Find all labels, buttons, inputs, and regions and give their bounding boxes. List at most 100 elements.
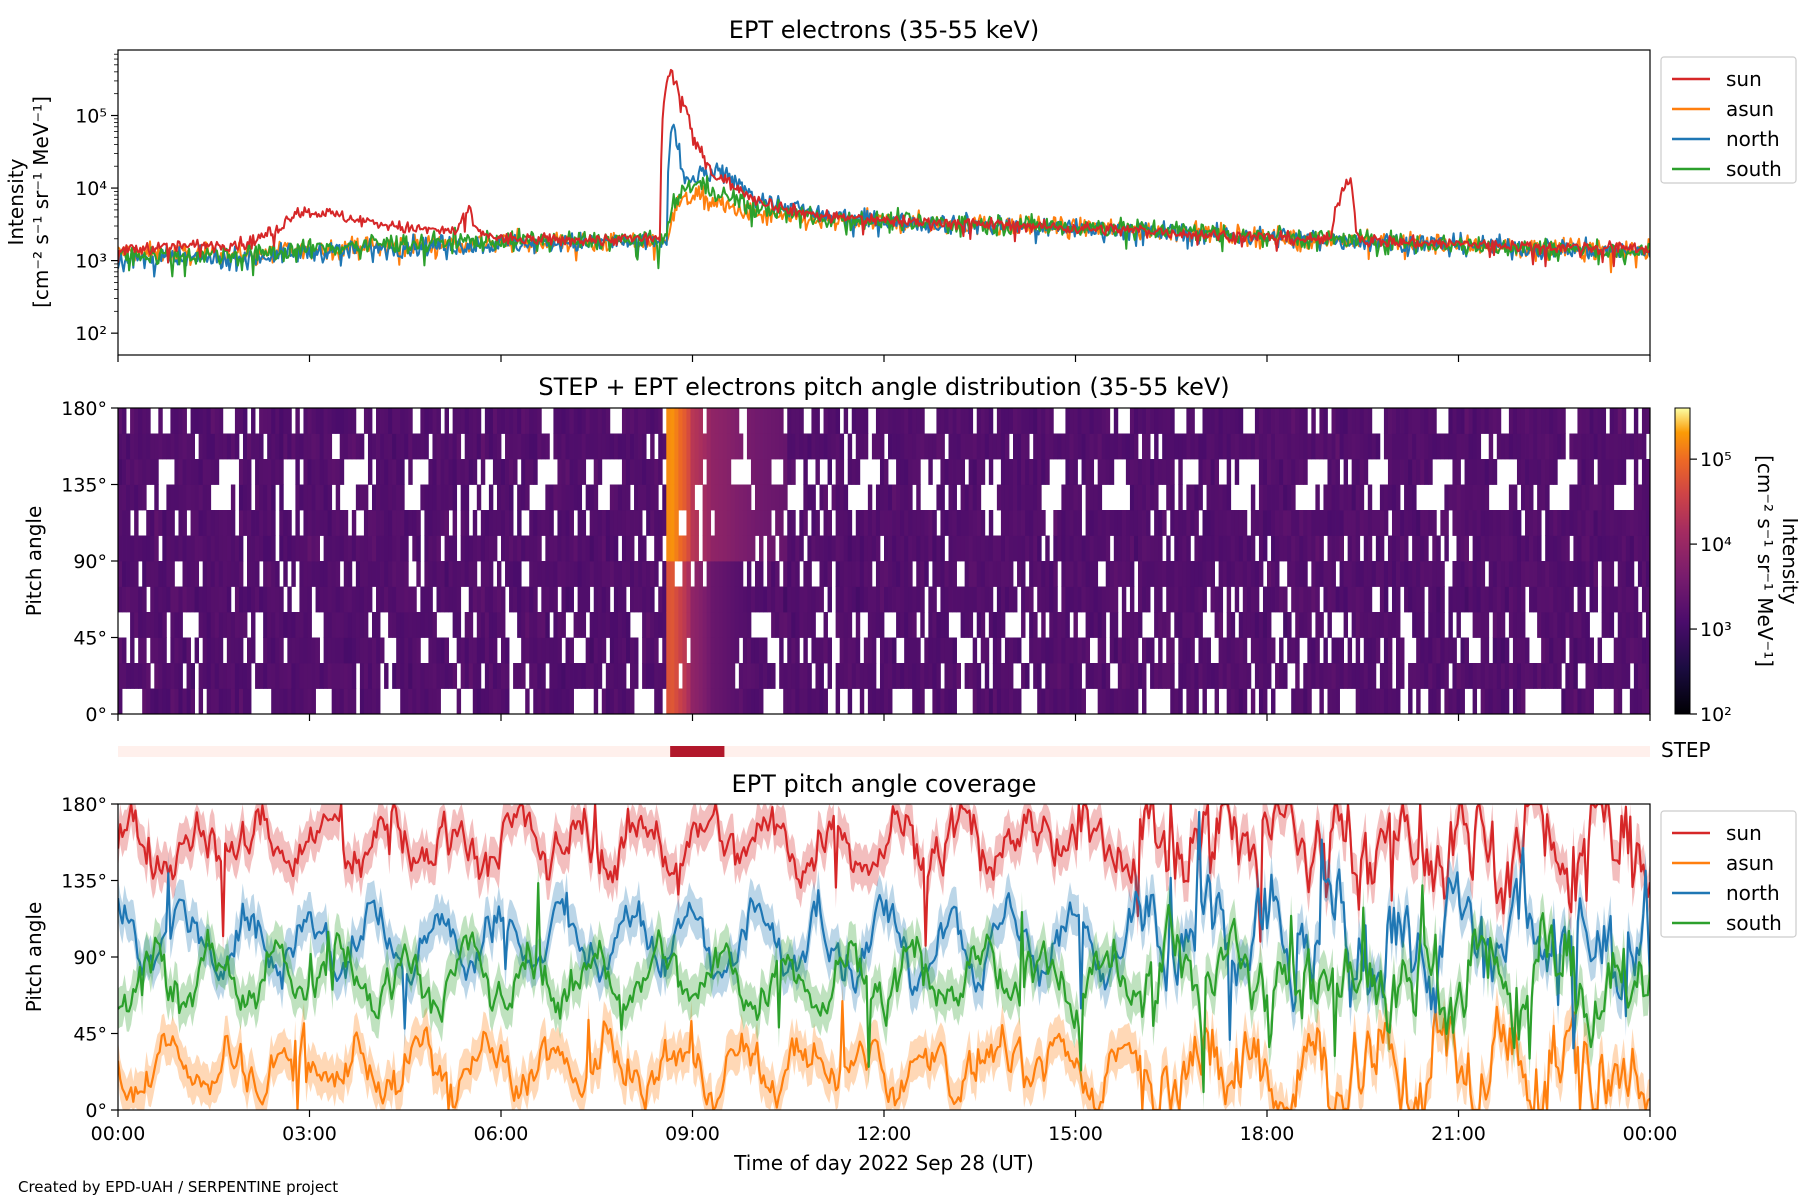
heatmap-cell	[210, 535, 216, 562]
heatmap-cell	[581, 586, 587, 613]
heatmap-cell	[1545, 459, 1550, 485]
heatmap-cell	[1202, 586, 1207, 613]
heatmap-cell	[118, 535, 123, 562]
heatmap-cell	[682, 586, 687, 613]
heatmap-cell	[960, 459, 966, 485]
heatmap-cell	[440, 586, 445, 613]
heatmap-cell	[1516, 459, 1522, 485]
heatmap-cell	[1065, 408, 1070, 434]
heatmap-cell	[335, 612, 341, 638]
heatmap-cell	[170, 688, 175, 714]
heatmap-cell	[1146, 535, 1151, 562]
heatmap-cell	[440, 433, 445, 460]
heatmap-cell	[1170, 561, 1175, 587]
heatmap-cell	[279, 459, 284, 485]
heatmap-cell	[1545, 637, 1550, 664]
heatmap-cell	[476, 586, 482, 613]
heatmap-cell	[392, 433, 397, 460]
heatmap-cell	[1315, 484, 1320, 511]
heatmap-cell	[545, 612, 550, 638]
heatmap-cell	[988, 408, 994, 434]
heatmap-cell	[1593, 586, 1598, 613]
heatmap-cell	[118, 510, 123, 536]
heatmap-cell	[803, 612, 808, 638]
heatmap-cell	[267, 408, 272, 434]
heatmap-cell	[1359, 612, 1365, 638]
heatmap-cell	[1283, 510, 1288, 536]
heatmap-cell	[1569, 688, 1574, 714]
heatmap-cell	[1480, 484, 1486, 511]
heatmap-cell	[1347, 484, 1353, 511]
heatmap-cell	[795, 561, 800, 587]
heatmap-cell	[1041, 586, 1046, 613]
heatmap-cell	[1488, 408, 1494, 434]
heatmap-cell	[815, 510, 820, 536]
heatmap-cell	[750, 688, 756, 714]
heatmap-cell	[682, 459, 687, 485]
heatmap-cell	[759, 408, 764, 434]
heatmap-cell	[1319, 433, 1324, 460]
heatmap-cell	[694, 535, 699, 562]
heatmap-cell	[1609, 561, 1615, 587]
heatmap-cell	[1121, 433, 1127, 460]
heatmap-cell	[920, 688, 925, 714]
heatmap-cell	[1440, 510, 1445, 536]
heatmap-cell	[1121, 510, 1127, 536]
heatmap-cell	[1242, 561, 1248, 587]
heatmap-cell	[331, 459, 337, 485]
heatmap-cell	[464, 510, 470, 536]
heatmap-cell	[283, 408, 288, 434]
heatmap-cell	[1480, 535, 1486, 562]
heatmap-cell	[940, 586, 945, 613]
heatmap-cell	[448, 459, 454, 485]
heatmap-cell	[859, 561, 865, 587]
heatmap-cell	[867, 688, 873, 714]
heatmap-cell	[1436, 535, 1441, 562]
heatmap-cell	[686, 688, 691, 714]
heatmap-cell	[1589, 663, 1594, 689]
heatmap-cell	[593, 586, 599, 613]
heatmap-cell	[1549, 561, 1554, 587]
heatmap-cell	[218, 586, 224, 613]
heatmap-cell	[795, 433, 800, 460]
heatmap-cell	[122, 459, 127, 485]
heatmap-cell	[206, 586, 212, 613]
heatmap-cell	[811, 535, 816, 562]
heatmap-cell	[1186, 612, 1191, 638]
heatmap-cell	[339, 586, 345, 613]
heatmap-cell	[803, 459, 808, 485]
heatmap-cell	[710, 535, 716, 562]
heatmap-cell	[621, 561, 627, 587]
heatmap-cell	[234, 586, 240, 613]
heatmap-cell	[682, 408, 687, 434]
heatmap-cell	[1516, 433, 1522, 460]
heatmap-cell	[916, 663, 921, 689]
heatmap-cell	[1125, 663, 1131, 689]
heatmap-cell	[940, 510, 945, 536]
heatmap-cell	[791, 637, 796, 664]
heatmap-cell	[1150, 459, 1155, 485]
heatmap-cell	[625, 433, 631, 460]
heatmap-cell	[327, 637, 333, 664]
heatmap-cell	[388, 612, 393, 638]
heatmap-cell	[964, 433, 970, 460]
heatmap-cell	[1142, 663, 1147, 689]
heatmap-cell	[920, 408, 925, 434]
heatmap-cell	[948, 408, 953, 434]
heatmap-cell	[1279, 510, 1284, 536]
heatmap-cell	[561, 433, 566, 460]
heatmap-cell	[1073, 663, 1078, 689]
heatmap-cell	[1017, 688, 1022, 714]
heatmap-cell	[1004, 459, 1010, 485]
heatmap-cell	[1258, 637, 1264, 664]
heatmap-cell	[718, 561, 724, 587]
heatmap-cell	[283, 688, 288, 714]
heatmap-cell	[884, 663, 889, 689]
heatmap-cell	[1585, 408, 1590, 434]
heatmap-cell	[920, 433, 925, 460]
heatmap-cell	[1307, 637, 1312, 664]
heatmap-cell	[767, 586, 772, 613]
heatmap-cell	[726, 510, 732, 536]
heatmap-cell	[1105, 459, 1111, 485]
heatmap-cell	[597, 535, 603, 562]
